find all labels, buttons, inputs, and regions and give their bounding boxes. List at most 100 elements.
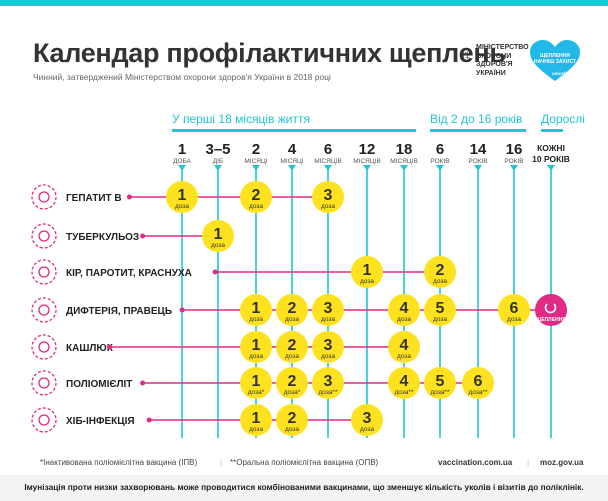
dose-number: 2: [288, 410, 297, 427]
dose-number: 2: [288, 373, 297, 390]
page-title: Календар профілактичних щеплень: [33, 38, 506, 68]
dose-circle: [462, 367, 494, 399]
polio-icon: [31, 370, 57, 396]
dose-circle: [240, 367, 272, 399]
dose-circle: [312, 331, 344, 363]
dose-label: доза: [249, 353, 263, 360]
dose-circle: [312, 367, 344, 399]
dose-label: доза: [321, 203, 335, 210]
ministry-name: МІНІСТЕРСТВО ОХОРОНИ ЗДОРОВ'Я УКРАЇНИ: [476, 44, 529, 77]
dose-label: доза*: [284, 389, 301, 396]
age-number-4: 6: [324, 141, 332, 158]
heart-badge-icon: [530, 40, 580, 81]
dose-label: доза: [175, 203, 189, 210]
diphtheria-icon-core: [38, 304, 50, 316]
dose-circle: [312, 294, 344, 326]
dose-number: 3: [324, 300, 333, 317]
age-unit-10: 10 РОКІВ: [532, 154, 570, 164]
age-number-3: 4: [288, 141, 297, 158]
dose-label: доза**: [469, 389, 488, 396]
footnote-opv: **Оральна поліомієлітна вакцина (ОПВ): [230, 458, 379, 467]
dose-circle: [276, 367, 308, 399]
age-group-label-1: Від 2 до 16 років: [430, 112, 522, 126]
pertussis-icon: [31, 334, 57, 360]
age-arrow-0: [178, 165, 186, 171]
age-group-bar-2: [541, 129, 563, 132]
vaccine-row-5: ПОЛІОМІЄЛІТ 1доза*2доза*3доза**4доза**5до…: [31, 367, 494, 399]
age-unit-7: РОКІВ: [430, 158, 449, 165]
dose-circle: [276, 404, 308, 436]
top-accent-bar: [0, 0, 608, 6]
footnote-ipv: *Інактивована поліомієлітна вакцина (ІПВ…: [40, 458, 198, 467]
vaccine-row-3: ДИФТЕРІЯ, ПРАВЕЦЬ 1доза2доза3доза4доза5до…: [31, 294, 567, 326]
dose-number: 2: [252, 187, 261, 204]
dose-number: 4: [400, 300, 409, 317]
age-group-bar-0: [172, 129, 416, 132]
age-unit-3: МІСЯЦІ: [280, 158, 303, 165]
vaccine-name-4: КАШЛЮК: [66, 343, 114, 354]
dose-number: 4: [400, 337, 409, 354]
adult-booster-label: ЩЕПЛЕННЯ: [536, 317, 566, 323]
age-number-7: 6: [436, 141, 444, 158]
age-arrow-7: [436, 165, 444, 171]
footer-bar: [0, 475, 608, 501]
dose-circle: [166, 181, 198, 213]
hib-icon: [31, 407, 57, 433]
age-unit-6: МІСЯЦІВ: [390, 158, 418, 165]
age-unit-4: МІСЯЦІВ: [314, 158, 342, 165]
adult-booster-marker: ЩЕПЛЕННЯ: [535, 294, 567, 326]
footnote-divider-2: |: [527, 458, 530, 467]
dose-number: 1: [252, 410, 261, 427]
age-group-bar-1: [430, 129, 526, 132]
age-arrow-1: [214, 165, 222, 171]
dose-label: доза: [321, 316, 335, 323]
link-vaccination[interactable]: vaccination.com.ua: [438, 458, 513, 467]
vaccine-line-start-3: [179, 307, 185, 313]
measles-icon: [31, 259, 57, 285]
dose-label: доза: [285, 426, 299, 433]
dose-number: 3: [324, 187, 333, 204]
dose-circle: [276, 331, 308, 363]
dose-label: доза: [285, 353, 299, 360]
age-unit-1: ДІБ: [213, 158, 223, 165]
age-number-10: КОЖНІ: [537, 143, 565, 153]
dose-label: доза: [249, 316, 263, 323]
dose-label: доза**: [395, 389, 414, 396]
vaccine-name-0: ГЕПАТИТ В: [66, 193, 122, 204]
age-number-5: 12: [359, 141, 376, 158]
dose-circle: [388, 294, 420, 326]
trident-icon: ♆: [462, 47, 474, 64]
dose-label: доза: [249, 426, 263, 433]
dose-circle: [351, 404, 383, 436]
vaccine-line-start-1: [140, 233, 146, 239]
dose-number: 3: [324, 337, 333, 354]
vaccine-name-1: ТУБЕРКУЛЬОЗ: [66, 232, 139, 243]
age-arrow-5: [363, 165, 371, 171]
vaccine-name-3: ДИФТЕРІЯ, ПРАВЕЦЬ: [66, 306, 172, 317]
dose-circle: [240, 404, 272, 436]
vaccine-line-start-2: [212, 269, 218, 275]
dose-label: доза: [397, 353, 411, 360]
dose-label: доза: [360, 278, 374, 285]
vaccine-name-6: ХІБ-ІНФЕКЦІЯ: [66, 416, 135, 427]
polio-icon-core: [38, 377, 50, 389]
dose-number: 1: [214, 226, 223, 243]
link-moz[interactable]: moz.gov.ua: [540, 458, 584, 467]
age-arrow-2: [252, 165, 260, 171]
dose-circle: [424, 294, 456, 326]
dose-circle: [202, 220, 234, 252]
hepatitis-icon-core: [38, 191, 50, 203]
hib-icon-core: [38, 414, 50, 426]
